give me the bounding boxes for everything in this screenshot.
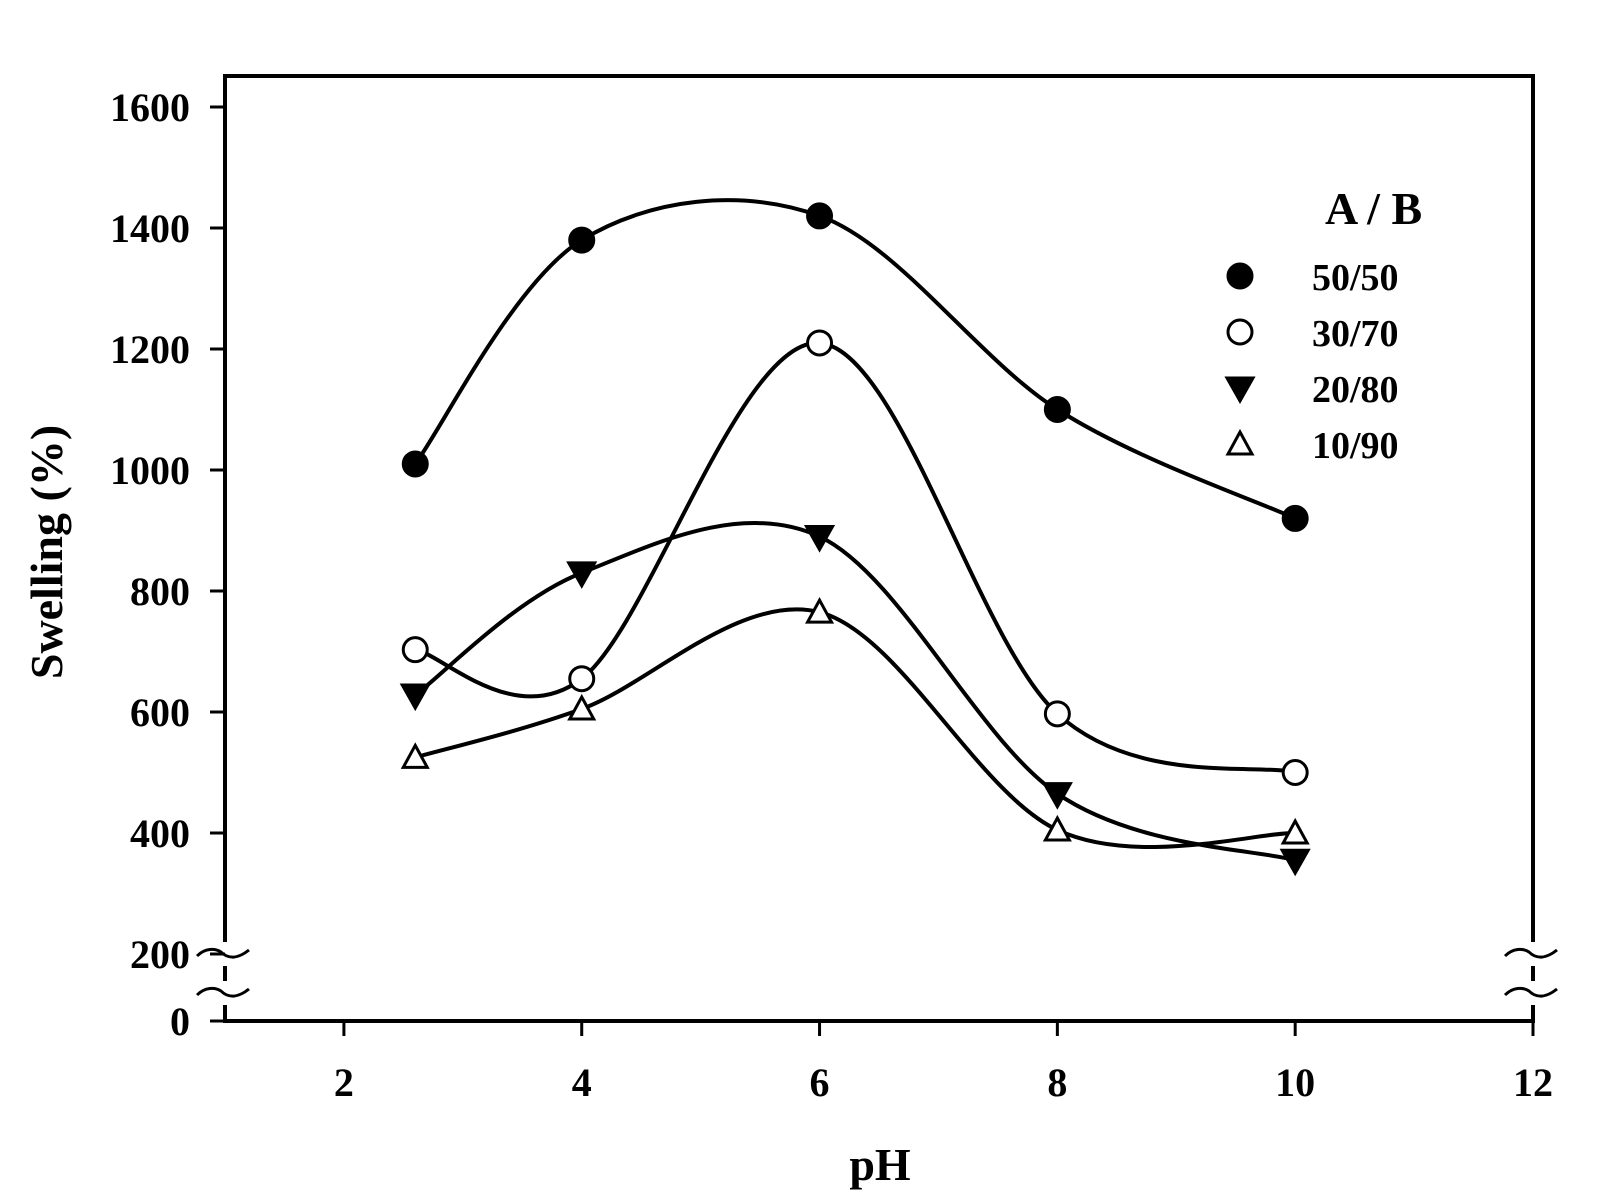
data-point-50-50: [568, 226, 596, 254]
legend-title: A / B: [1325, 183, 1422, 234]
data-point-20-80: [1041, 782, 1073, 810]
y-axis-break: [195, 942, 1558, 1005]
data-point-20-80: [566, 561, 598, 589]
data-point-50-50: [806, 202, 834, 230]
y-tick-label: 800: [130, 569, 190, 614]
y-tick-label: 400: [130, 811, 190, 856]
y-tick-label: 600: [130, 690, 190, 735]
legend-label: 20/80: [1312, 369, 1399, 411]
legend-label: 30/70: [1312, 313, 1399, 355]
x-axis-ticks: 2 4 6 8 10 12: [334, 1021, 1553, 1105]
legend-label: 10/90: [1312, 425, 1399, 467]
y-tick-label: 0: [170, 999, 190, 1044]
x-tick-label: 10: [1275, 1060, 1315, 1105]
legend-marker-20-80: [1224, 376, 1256, 405]
y-tick-label: 200: [130, 932, 190, 977]
x-tick-label: 4: [572, 1060, 592, 1105]
data-point-20-80: [399, 683, 431, 712]
data-point-10-90: [1042, 814, 1072, 842]
data-point-50-50: [1281, 504, 1309, 532]
y-tick-label: 1200: [110, 327, 190, 372]
data-point-30-70: [1043, 700, 1071, 728]
series-line-20-80: [414, 521, 1296, 863]
x-tick-label: 6: [810, 1060, 830, 1105]
data-point-50-50: [401, 450, 429, 478]
legend-marker-30-70: [1226, 318, 1254, 346]
data-point-30-70: [568, 665, 596, 693]
plot-frame: [223, 74, 1535, 1023]
legend-marker-10-90: [1225, 428, 1255, 456]
y-axis-ticks: 0 200 400 600 800 1000 1200 1400 1600: [110, 85, 225, 1044]
series-lines: [413, 198, 1297, 863]
data-point-30-70: [806, 329, 834, 357]
data-point-10-90: [567, 693, 597, 721]
legend: A / B 50/50 30/70 20/80 10/90: [1224, 183, 1422, 467]
data-point-30-70: [401, 636, 429, 664]
x-tick-label: 8: [1047, 1060, 1067, 1105]
x-axis-title: pH: [849, 1139, 911, 1190]
legend-marker-50-50: [1226, 262, 1254, 290]
y-tick-label: 1000: [110, 448, 190, 493]
series-line-10-90: [414, 607, 1296, 849]
plot-border: [223, 74, 1535, 1023]
data-point-20-80: [1279, 848, 1311, 877]
series-markers: [399, 202, 1311, 877]
axis-break-mark: [1503, 986, 1558, 998]
y-tick-label: 1400: [110, 206, 190, 251]
data-point-20-80: [803, 525, 836, 553]
series-line-50-50: [413, 198, 1297, 521]
data-point-10-90: [400, 742, 430, 769]
data-point-10-90: [805, 597, 835, 624]
axis-break-mark: [195, 986, 250, 998]
axis-break-mark: [1503, 947, 1558, 959]
data-point-30-70: [1281, 759, 1309, 786]
data-point-50-50: [1043, 396, 1071, 423]
y-axis-title: Swelling (%): [21, 425, 72, 679]
x-tick-label: 12: [1513, 1060, 1553, 1105]
series-line-30-70: [414, 340, 1296, 775]
data-point-10-90: [1280, 817, 1310, 845]
legend-label: 50/50: [1312, 257, 1399, 299]
axis-break-mark: [195, 947, 250, 959]
x-tick-label: 2: [334, 1060, 354, 1105]
y-tick-label: 1600: [110, 85, 190, 130]
